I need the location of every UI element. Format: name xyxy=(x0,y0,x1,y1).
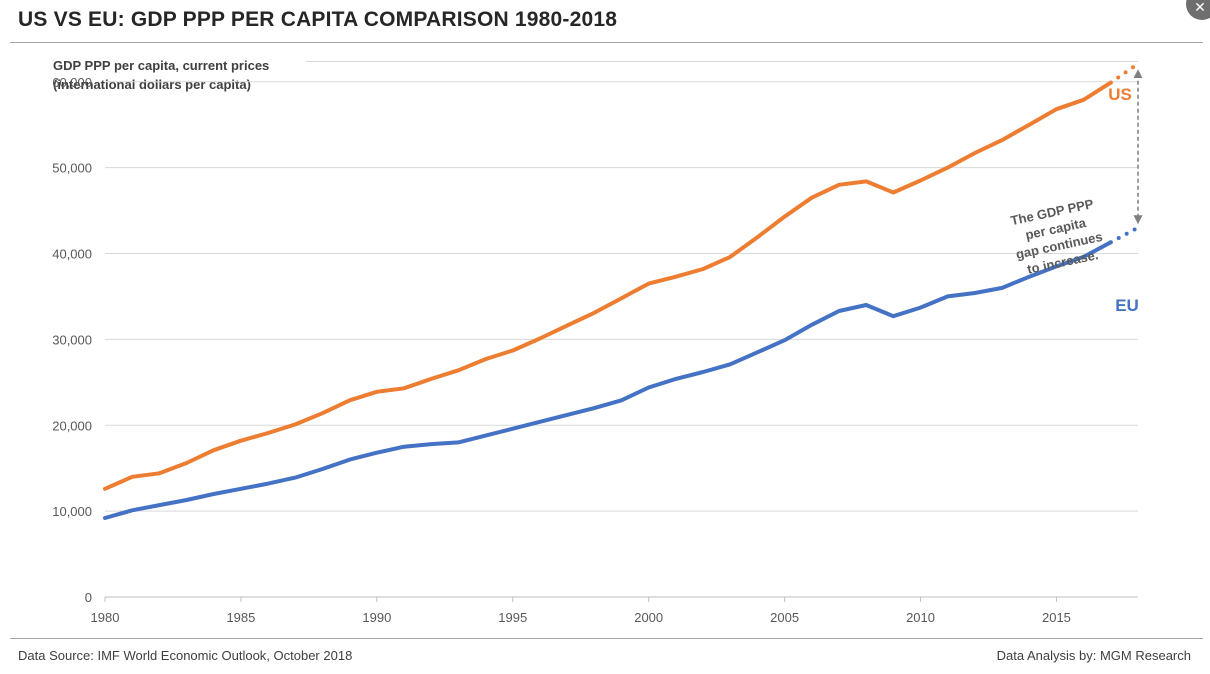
series-projection-eu xyxy=(1108,225,1140,245)
chart-title: US VS EU: GDP PPP PER CAPITA COMPARISON … xyxy=(18,8,618,31)
series-projection-us xyxy=(1108,61,1140,85)
x-tick-label: 2000 xyxy=(634,610,663,625)
x-tick-label: 2005 xyxy=(770,610,799,625)
series-line-eu xyxy=(103,240,1113,520)
data-source: Data Source: IMF World Economic Outlook,… xyxy=(18,648,353,663)
x-tick-label: 2015 xyxy=(1042,610,1071,625)
x-tick-label: 1985 xyxy=(226,610,255,625)
y-tick-label: 50,000 xyxy=(52,161,92,176)
series-label-eu: EU xyxy=(1115,296,1139,315)
y-axis-label-line: (international dollars per capita) xyxy=(53,77,251,92)
x-tick-label: 1980 xyxy=(91,610,120,625)
y-tick-label: 20,000 xyxy=(52,418,92,433)
footer-divider xyxy=(10,638,1203,639)
title-divider xyxy=(10,42,1203,43)
x-tick-label: 1990 xyxy=(362,610,391,625)
y-tick-label: 40,000 xyxy=(52,247,92,262)
x-tick-label: 1995 xyxy=(498,610,527,625)
y-tick-label: 10,000 xyxy=(52,504,92,519)
close-icon[interactable]: ✕ xyxy=(1186,0,1210,20)
y-tick-label: 30,000 xyxy=(52,332,92,347)
y-tick-label: 0 xyxy=(85,590,92,605)
data-analysis-credit: Data Analysis by: MGM Research xyxy=(996,648,1191,663)
y-tick-label: 60,000 xyxy=(52,75,92,90)
series-label-us: US xyxy=(1108,85,1132,104)
y-axis-label: GDP PPP per capita, current prices (inte… xyxy=(53,56,269,94)
y-axis-label-line: GDP PPP per capita, current prices xyxy=(53,58,270,73)
x-tick-label: 2010 xyxy=(906,610,935,625)
top-gridline xyxy=(306,61,1138,62)
series-line-us xyxy=(103,80,1113,491)
